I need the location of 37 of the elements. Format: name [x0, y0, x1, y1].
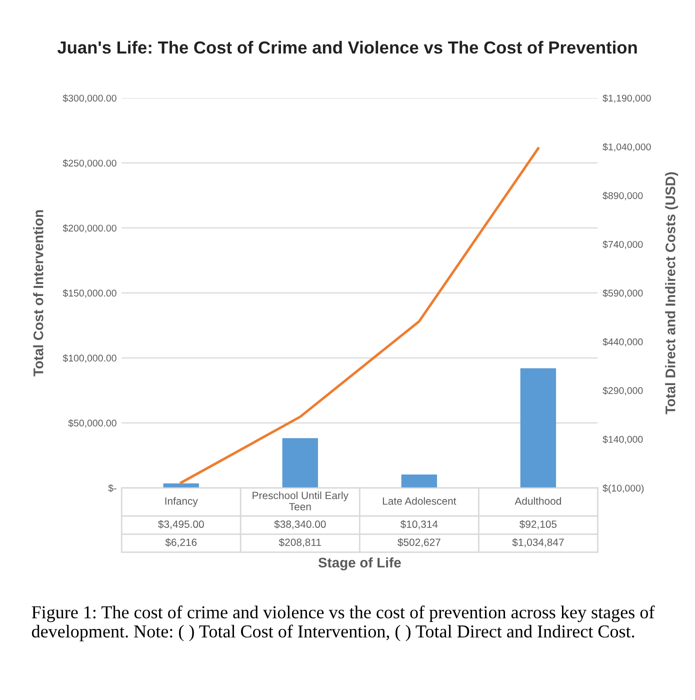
y2-tick-label: $1,190,000 [602, 94, 651, 103]
data-label: $10,314 [400, 520, 438, 530]
data-label: $208,811 [278, 538, 321, 548]
x-tick-label: Late Adolescent [382, 497, 456, 505]
x-axis-title: Stage of Life [318, 557, 401, 570]
y2-tick-label: $1,040,000 [602, 143, 651, 152]
data-label: $6,216 [165, 538, 197, 548]
bar [520, 368, 556, 488]
y2-tick-label: $290,000 [602, 386, 643, 396]
bar [401, 474, 438, 488]
y2-tick-label: $590,000 [602, 289, 643, 298]
y2-tick-label: $440,000 [602, 338, 643, 346]
y-axis-title: Total Cost of Intervention [33, 210, 44, 376]
data-label: $502,627 [398, 538, 440, 548]
data-label: $1,034,847 [512, 538, 564, 548]
x-tick-label: Infancy [165, 497, 198, 507]
data-label: $92,105 [519, 520, 557, 530]
y-tick-label: $250,000.00 [62, 159, 116, 168]
y2-tick-label: $140,000 [602, 435, 643, 444]
data-label: $38,340.00 [274, 520, 326, 530]
y2-axis-title: Total Direct and Indirect Costs (USD) [665, 172, 678, 414]
data-label: $3,495.00 [158, 520, 204, 530]
bar [282, 438, 318, 488]
x-tick-label: Preschool Until Early Teen [252, 492, 348, 510]
y-tick-label: $150,000.00 [62, 289, 116, 298]
y-tick-label: $200,000.00 [62, 224, 116, 233]
y2-tick-label: $890,000 [602, 192, 643, 200]
y-tick-label: $50,000.00 [68, 419, 116, 428]
y-tick-label: $- [108, 484, 116, 492]
x-tick-label: Adulthood [514, 497, 561, 505]
y-tick-label: $100,000.00 [62, 354, 116, 363]
line-series [180, 147, 540, 484]
y2-tick-label: $(10,000) [602, 484, 644, 494]
y2-tick-label: $740,000 [602, 240, 643, 249]
y-tick-label: $300,000.00 [62, 94, 116, 103]
caption: Figure 1: The cost of crime and violence vs the cost of prevention across key stages of development. Note: ( ) Total Cost of Intervention, ( ) Total Direct and Indirect Cost. [32, 606, 655, 642]
chart-title: Juan's Life: The Cost of Crime and Violence vs The Cost of Prevention [57, 40, 637, 54]
